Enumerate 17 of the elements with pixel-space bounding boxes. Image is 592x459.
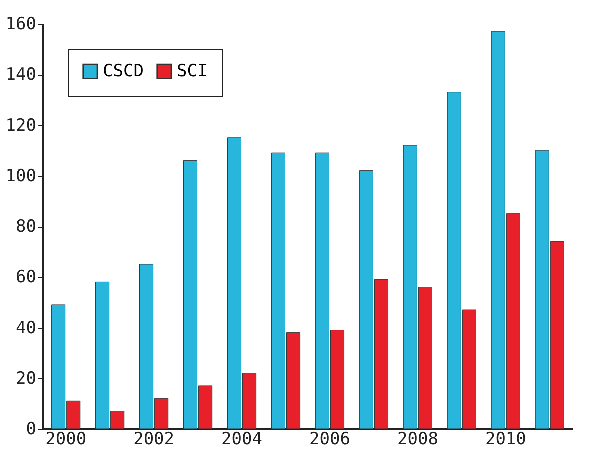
- y-tick-label: 160: [6, 14, 36, 34]
- x-tick-label: 2002: [134, 430, 175, 450]
- x-tick-label: 2008: [397, 430, 438, 450]
- y-tick-label: 80: [16, 217, 36, 237]
- x-tick-label: 2006: [310, 430, 350, 450]
- y-tick-label: 60: [16, 268, 36, 288]
- y-tick-label: 0: [26, 420, 36, 440]
- y-tick-label: 40: [16, 318, 36, 338]
- x-tick-label: 2000: [46, 430, 87, 450]
- x-tick-label: 2010: [485, 430, 526, 450]
- legend-label: CSCD: [103, 62, 144, 82]
- y-tick-label: 120: [6, 116, 36, 136]
- legend-label: SCI: [177, 62, 208, 82]
- y-tick-label: 100: [6, 166, 36, 186]
- x-tick-label: 2004: [222, 430, 262, 450]
- y-tick-label: 20: [16, 368, 36, 389]
- y-tick-label: 140: [6, 65, 36, 86]
